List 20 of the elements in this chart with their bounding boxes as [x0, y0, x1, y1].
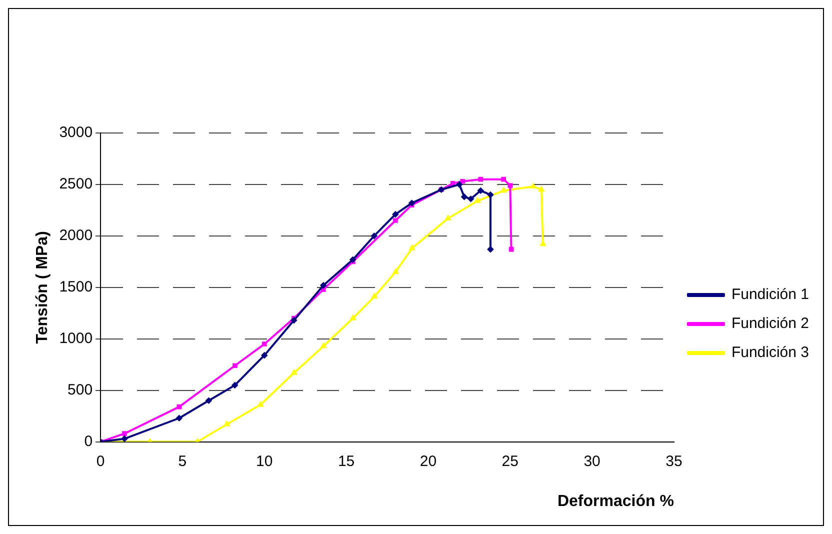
x-tick-label: 20	[420, 452, 437, 470]
x-tick-label: 5	[178, 452, 187, 470]
y-axis-title: Tensión ( MPa)	[34, 231, 52, 344]
y-tick-label: 1000	[59, 330, 93, 348]
y-tick-label: 2500	[59, 176, 93, 193]
legend-label: Fundición 1	[731, 286, 810, 304]
y-tick-label: 2000	[59, 227, 93, 244]
y-tick-label: 0	[84, 432, 93, 450]
x-tick-label: 25	[502, 452, 518, 470]
x-tick-label: 0	[96, 452, 105, 470]
y-tick-label: 1500	[59, 278, 93, 296]
y-tick-label: 500	[68, 381, 93, 398]
legend-label: Fundición 3	[731, 344, 810, 362]
x-axis-title: Deformación %	[557, 492, 674, 510]
x-tick-label: 30	[584, 452, 600, 470]
x-tick-label: 35	[666, 452, 682, 470]
y-tick-label: 3000	[59, 124, 93, 142]
x-tick-label: 15	[338, 452, 355, 470]
x-tick-label: 10	[256, 452, 273, 470]
legend-label: Fundición 2	[731, 315, 810, 332]
